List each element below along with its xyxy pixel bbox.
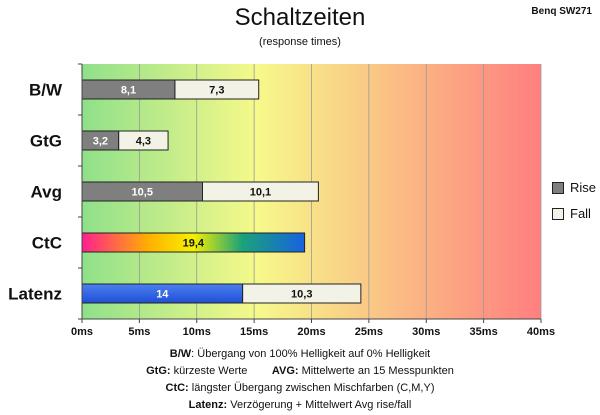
note-ctc-text: längster Übergang zwischen Mischfarben (… [188, 382, 435, 394]
bar-latenz-delay-label: 14 [156, 289, 169, 301]
bar-latenz-avg-label: 10,3 [291, 289, 312, 301]
category-label: CtC [32, 234, 62, 253]
category-label: Avg [31, 183, 63, 202]
response-time-chart: 8,1 7,3 3,2 4,3 10,5 10,1 19,4 14 10,3 0ms 5ms 10m… [8, 63, 555, 338]
note-bw-text: : Übergang von 100% Helligkeit auf 0% He… [191, 348, 431, 360]
x-tick-label: 5ms [128, 326, 150, 338]
note-latenz: Latenz: Verzögerung + Mittelwert Avg ris… [0, 397, 600, 414]
bar-fall-label: 7,3 [209, 85, 224, 97]
category-label: B/W [29, 81, 63, 100]
note-latenz-text: Verzögerung + Mittelwert Avg rise/fall [227, 399, 412, 411]
legend-rise-swatch [552, 181, 564, 194]
category-label: GtG [30, 132, 62, 151]
x-tick-label: 35ms [470, 326, 498, 338]
chart-title: Schaltzeiten [234, 4, 366, 31]
bar-fall [201, 181, 319, 202]
bar-rise-label: 3,2 [93, 136, 108, 148]
legend-fall: Fall [552, 206, 591, 221]
chart-subtitle: (response times) [259, 36, 341, 48]
note-bw: B/W: Übergang von 100% Helligkeit auf 0%… [0, 346, 600, 363]
note-avg-text: Mittelwerte an 15 Messpunkten [298, 365, 454, 377]
note-avg-key: AVG: [271, 365, 299, 377]
x-tick-label: 40ms [527, 326, 555, 338]
category-label: Latenz [8, 285, 62, 304]
bar-rise-label: 8,1 [121, 85, 136, 97]
bar-rise-label: 10,5 [132, 187, 153, 199]
x-tick-label: 0ms [71, 326, 93, 338]
note-ctc: CtC: längster Übergang zwischen Mischfar… [0, 380, 600, 397]
bar-latenz-avg [242, 283, 362, 304]
bar-ctc-label: 19,4 [183, 238, 205, 250]
note-latenz-key: Latenz: [188, 399, 228, 411]
note-bw-key: B/W [169, 348, 192, 360]
legend-rise-label: Rise [570, 180, 597, 195]
footnotes: B/W: Übergang von 100% Helligkeit auf 0%… [0, 346, 600, 414]
x-tick-label: 30ms [412, 326, 440, 338]
legend-rise: Rise [552, 180, 596, 195]
bar-fall [118, 130, 169, 151]
x-tick-label: 15ms [240, 326, 268, 338]
note-gtg-avg: GtG: kürzeste Werte AVG: Mittelwerte an … [0, 363, 600, 380]
note-ctc-key: CtC: [165, 382, 189, 394]
bar-fall-label: 4,3 [136, 136, 151, 148]
legend-fall-swatch [552, 207, 564, 220]
x-tick-label: 10ms [183, 326, 211, 338]
monitor-model-label: Benq SW271 [531, 6, 592, 17]
note-gtg-key: GtG: [146, 365, 171, 377]
x-tick-label: 25ms [355, 326, 383, 338]
legend-fall-label: Fall [570, 206, 591, 221]
x-tick-label: 20ms [297, 326, 325, 338]
bar-fall-label: 10,1 [250, 187, 271, 199]
bar-fall [174, 79, 260, 100]
note-gtg-text: kürzeste Werte [170, 365, 248, 377]
